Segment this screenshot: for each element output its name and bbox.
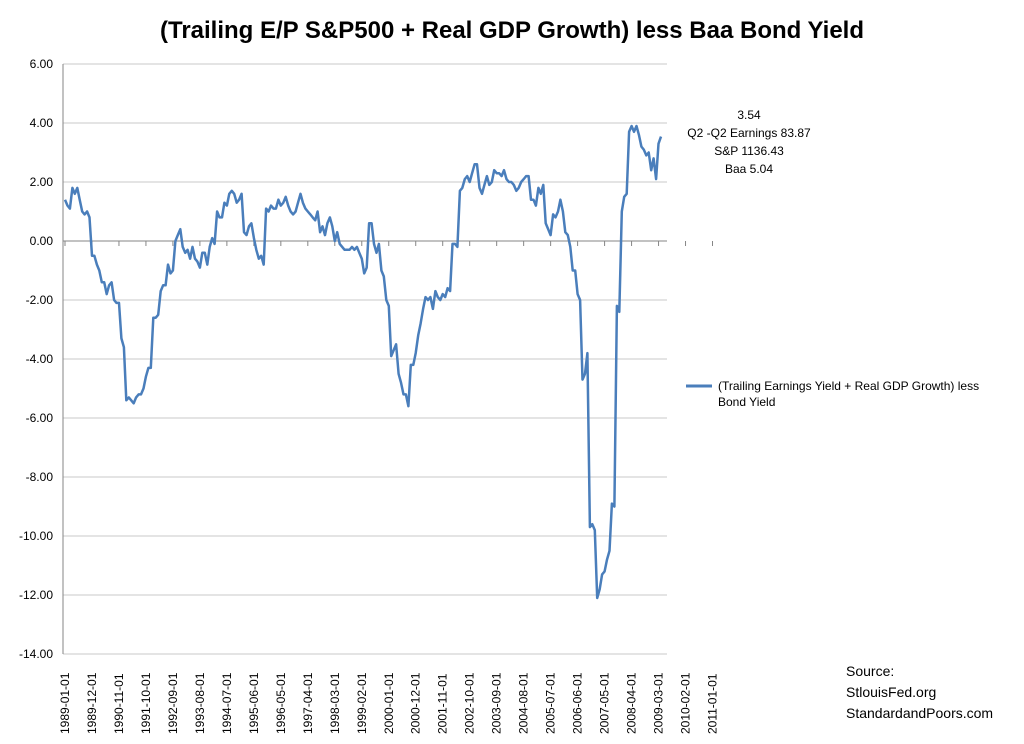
y-tick-label: 2.00: [30, 175, 54, 189]
source-label: Source:: [846, 663, 894, 679]
x-tick-label: 1999-02-01: [355, 672, 369, 734]
y-tick-label: -12.00: [19, 588, 53, 602]
x-tick-label: 1996-05-01: [274, 672, 288, 734]
x-tick-label: 2000-01-01: [382, 672, 396, 734]
y-axis-tick-labels: 6.00 4.00 2.00 0.00 -2.00 -4.00 -6.00 -8.00 -10.…: [19, 57, 53, 661]
source-stlouisfed: StlouisFed.org: [846, 684, 936, 700]
annotation-earnings: Q2 -Q2 Earnings 83.87: [687, 126, 811, 140]
x-tick-label: 1991-10-01: [139, 672, 153, 734]
annotation-sp-level: S&P 1136.43: [714, 144, 784, 158]
source-standardandpoors: StandardandPoors.com: [846, 705, 993, 721]
legend-label-line-1: (Trailing Earnings Yield + Real GDP Grow…: [718, 379, 979, 393]
x-axis-tick-labels: 1989-01-01 1989-12-01 1990-11-01 1991-10-01…: [58, 672, 720, 734]
y-tick-label: -10.00: [19, 529, 53, 543]
x-tick-label: 1995-06-01: [247, 672, 261, 734]
y-tick-label: 0.00: [30, 234, 54, 248]
x-tick-label: 2002-10-01: [463, 672, 477, 734]
annotation-value: 3.54: [737, 108, 761, 122]
x-tick-label: 1992-09-01: [166, 672, 180, 734]
y-tick-label: 4.00: [30, 116, 54, 130]
x-tick-label: 1989-01-01: [58, 672, 72, 734]
x-tick-label: 1998-03-01: [328, 672, 342, 734]
y-tick-label: 6.00: [30, 57, 54, 71]
x-tick-label: 2011-01-01: [706, 673, 720, 734]
annotation-box: 3.54 Q2 -Q2 Earnings 83.87 S&P 1136.43 B…: [687, 108, 811, 176]
source-note: Source: StlouisFed.org StandardandPoors.…: [846, 663, 993, 721]
legend-label: (Trailing Earnings Yield + Real GDP Grow…: [718, 379, 982, 409]
y-tick-label: -8.00: [26, 470, 54, 484]
y-tick-label: -2.00: [26, 293, 54, 307]
gridlines: [63, 63, 667, 655]
x-tick-label: 1993-08-01: [193, 672, 207, 734]
x-tick-label: 1994-07-01: [220, 672, 234, 734]
y-tick-label: -14.00: [19, 647, 53, 661]
x-tick-label: 2010-02-01: [679, 672, 693, 734]
series-line: [63, 124, 663, 600]
x-tick-label: 2007-05-01: [598, 672, 612, 734]
y-tick-label: -4.00: [26, 352, 54, 366]
x-tick-label: 2005-07-01: [544, 672, 558, 734]
x-tick-label: 2003-09-01: [490, 672, 504, 734]
x-tick-label: 2009-03-01: [652, 672, 666, 734]
legend: (Trailing Earnings Yield + Real GDP Grow…: [686, 379, 982, 409]
y-tick-label: -6.00: [26, 411, 54, 425]
x-tick-label: 1989-12-01: [85, 672, 99, 734]
legend-label-line-2: Bond Yield: [718, 395, 775, 409]
x-tick-label: 1990-11-01: [112, 673, 126, 734]
x-tick-label: 2000-12-01: [409, 672, 423, 734]
x-tick-label: 2006-06-01: [571, 672, 585, 734]
series-layer: [63, 124, 663, 600]
x-tick-label: 2004-08-01: [517, 672, 531, 734]
annotation-baa-yield: Baa 5.04: [725, 162, 773, 176]
x-tick-label: 2008-04-01: [625, 672, 639, 734]
x-tick-label: 1997-04-01: [301, 672, 315, 734]
x-tick-label: 2001-11-01: [436, 673, 450, 734]
axes: [62, 64, 714, 654]
chart-title: (Trailing E/P S&P500 + Real GDP Growth) …: [160, 17, 864, 44]
